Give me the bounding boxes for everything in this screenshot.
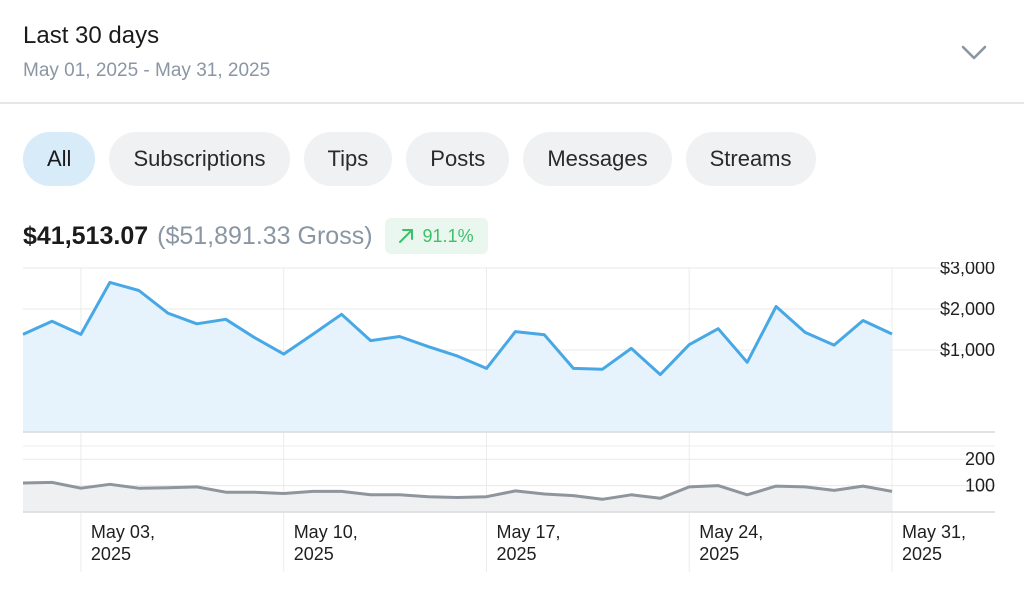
- x-tick-label: May 17,: [496, 522, 560, 542]
- chevron-down-icon[interactable]: [958, 38, 990, 66]
- count-area: [23, 482, 892, 512]
- x-tick-label: May 10,: [294, 522, 358, 542]
- change-badge: 91.1%: [384, 218, 488, 254]
- tab-messages[interactable]: Messages: [523, 132, 672, 186]
- tab-posts[interactable]: Posts: [406, 132, 510, 186]
- y-tick-label: 200: [965, 449, 995, 469]
- x-tick-label-year: 2025: [699, 544, 739, 564]
- arrow-up-right-icon: [398, 229, 413, 243]
- x-tick-label-year: 2025: [91, 544, 131, 564]
- x-tick-label-year: 2025: [496, 544, 536, 564]
- count-line: [22, 480, 893, 501]
- y-tick-label: 100: [965, 476, 995, 496]
- category-tabs: All Subscriptions Tips Posts Messages St…: [23, 132, 830, 186]
- tab-streams[interactable]: Streams: [685, 132, 816, 186]
- x-tick-label: May 31,: [902, 522, 966, 542]
- change-percent: 91.1%: [422, 225, 474, 246]
- y-tick-label: $2,000: [940, 299, 995, 319]
- earnings-line: [22, 280, 893, 377]
- y-tick-label: $3,000: [940, 262, 995, 278]
- x-tick-label: May 24,: [699, 522, 763, 542]
- x-tick-label-year: 2025: [902, 544, 942, 564]
- net-total: $41,513.07: [23, 221, 149, 250]
- date-range-label: May 01, 2025 - May 31, 2025: [23, 60, 271, 81]
- tab-all[interactable]: All: [23, 132, 96, 186]
- tab-subscriptions[interactable]: Subscriptions: [109, 132, 290, 186]
- date-range-header[interactable]: Last 30 days May 01, 2025 - May 31, 2025: [0, 0, 1024, 104]
- gross-total: ($51,891.33 Gross): [157, 221, 373, 250]
- x-tick-label-year: 2025: [294, 544, 334, 564]
- y-tick-label: $1,000: [940, 340, 995, 360]
- x-tick-label: May 03,: [91, 522, 155, 542]
- period-title: Last 30 days: [23, 22, 160, 49]
- earnings-summary: $41,513.07 ($51,891.33 Gross) 91.1%: [23, 218, 488, 254]
- tab-tips[interactable]: Tips: [303, 132, 393, 186]
